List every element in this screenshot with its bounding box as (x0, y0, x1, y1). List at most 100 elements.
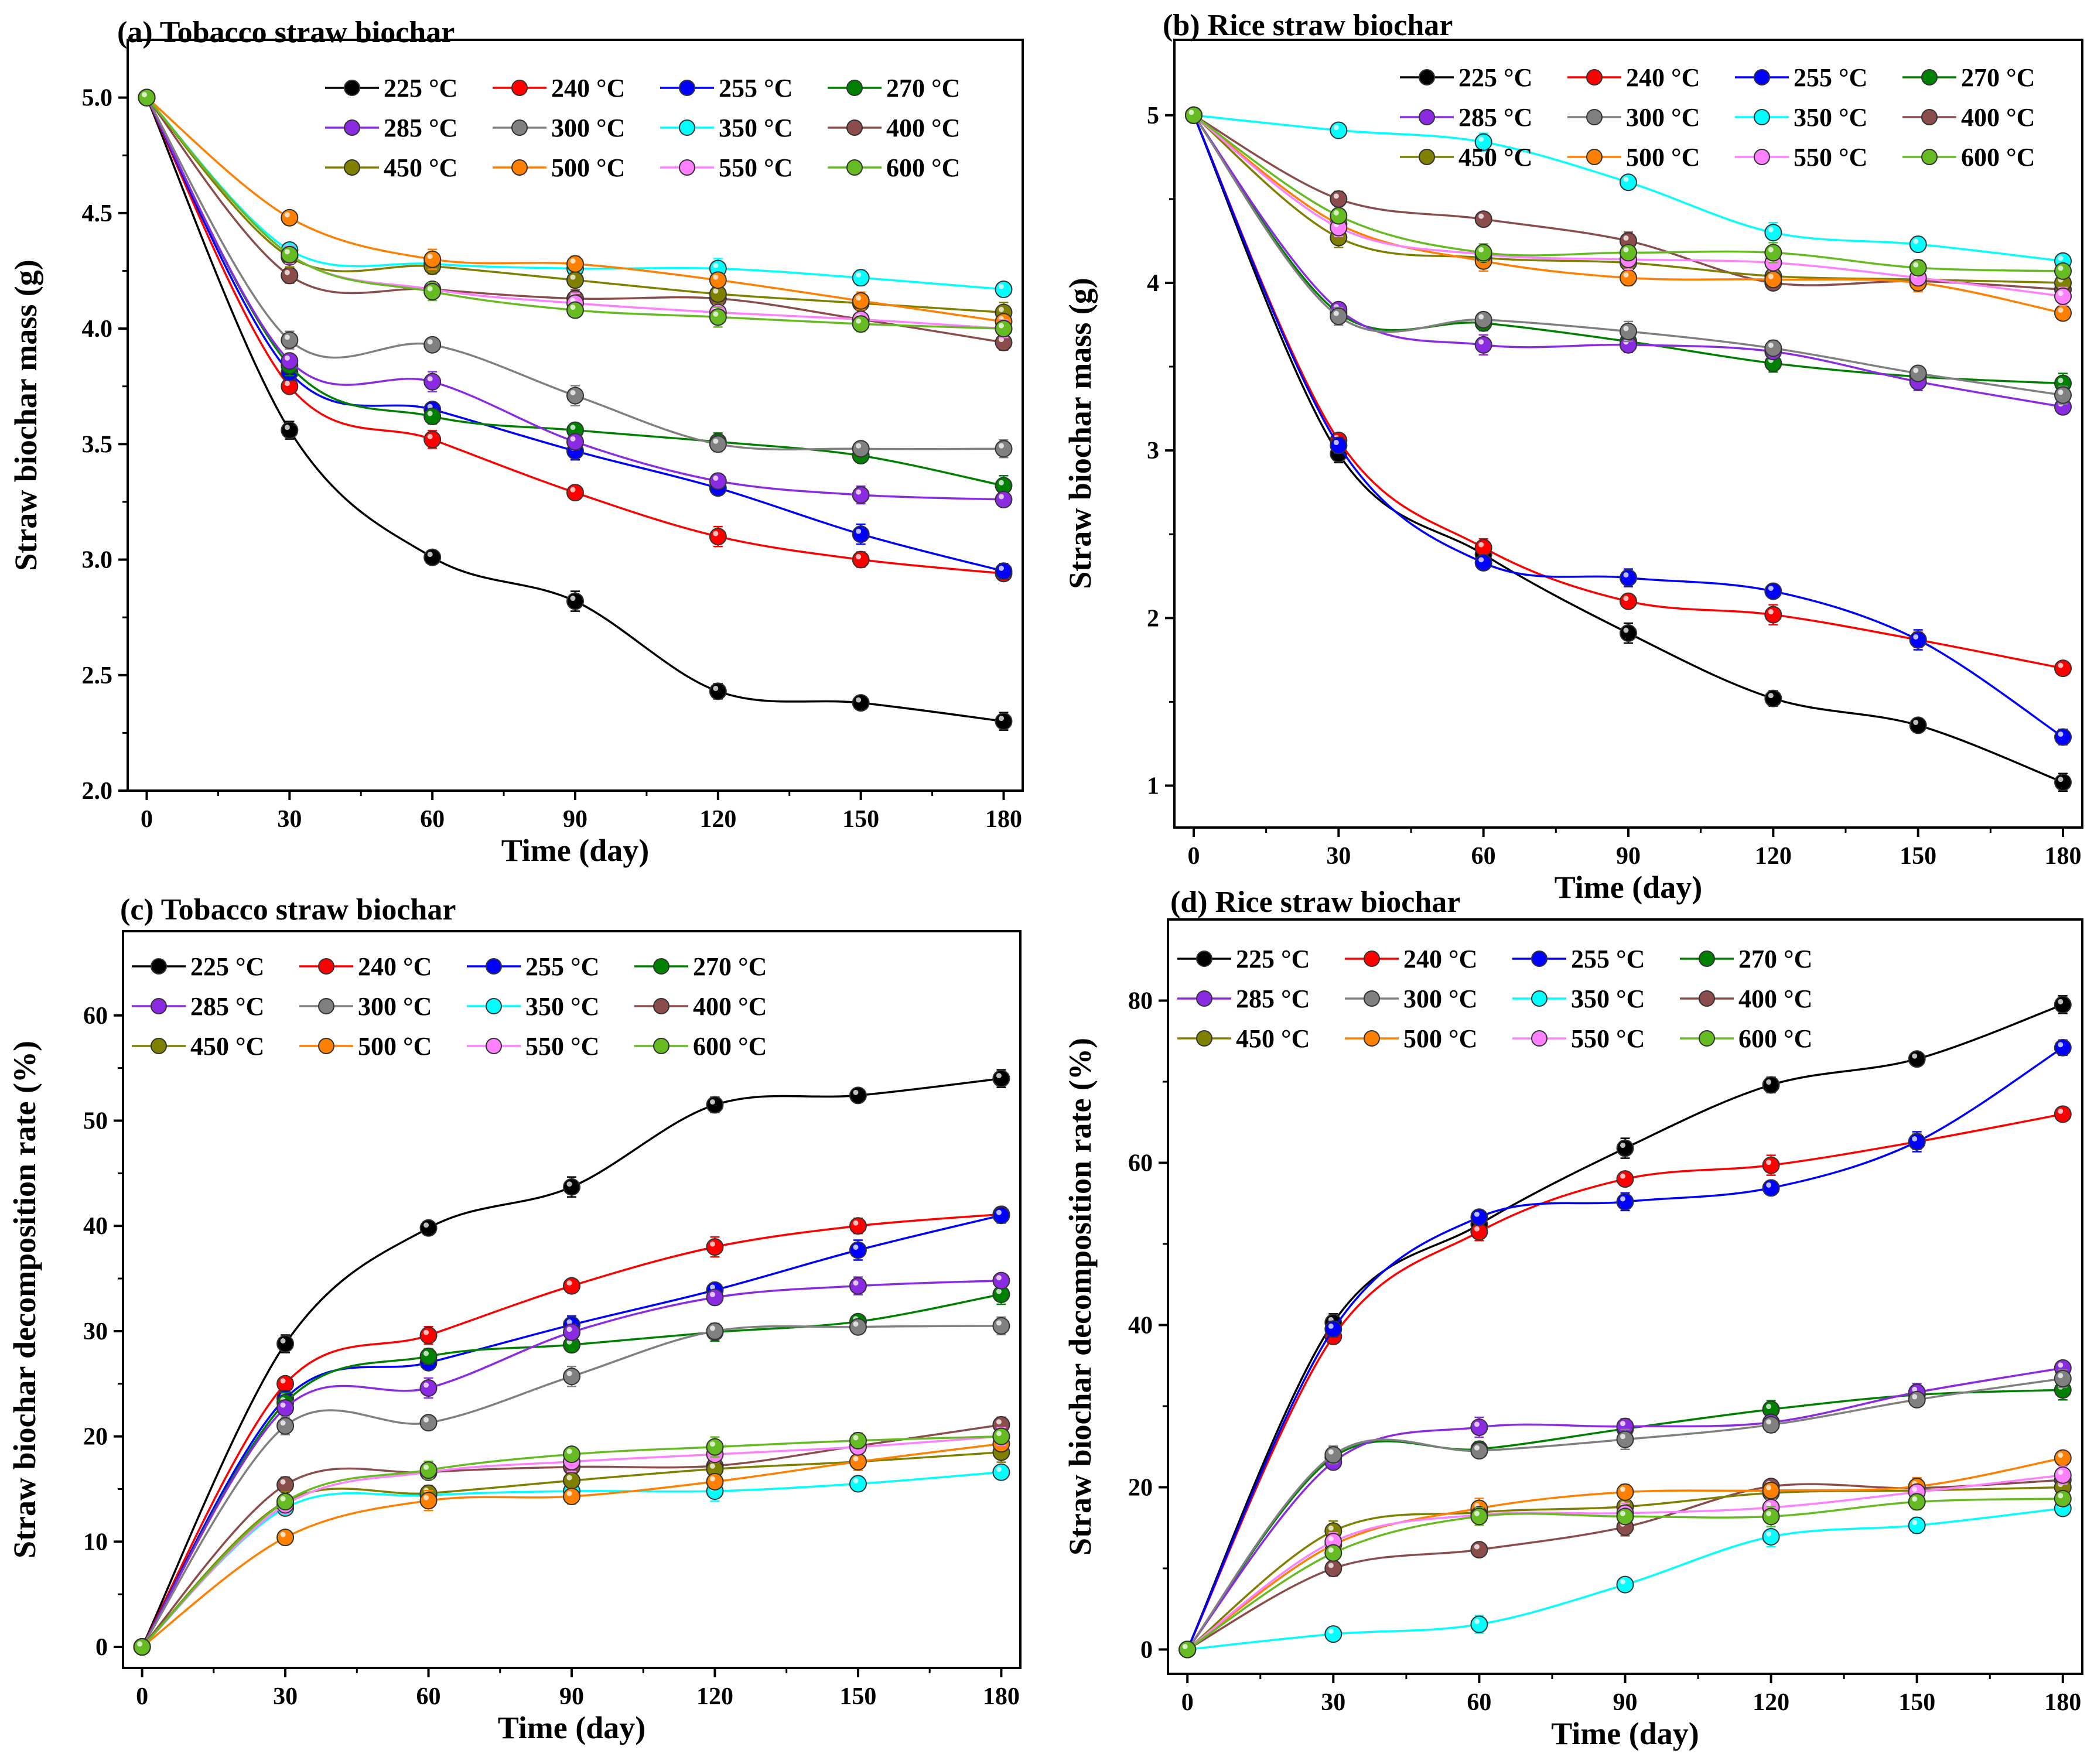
legend-marker (1699, 951, 1715, 967)
data-point (563, 1472, 580, 1490)
data-point (706, 1288, 724, 1307)
x-tick-label: 30 (1326, 843, 1351, 870)
data-point (1330, 190, 1348, 208)
legend-item: 600 °C (828, 153, 960, 182)
legend-marker (679, 159, 695, 176)
data-point (423, 336, 442, 354)
legend-marker (1586, 69, 1603, 86)
data-point (563, 1323, 580, 1341)
legend-label: 285 °C (190, 992, 264, 1021)
point-highlight (1623, 176, 1629, 182)
legend-marker (1754, 69, 1770, 86)
legend-label: 300 °C (1403, 984, 1477, 1013)
point-highlight (2058, 265, 2064, 271)
x-tick-label: 0 (136, 1683, 148, 1710)
data-point (1764, 606, 1782, 624)
point-highlight (2058, 307, 2064, 313)
y-tick-label: 4.5 (82, 200, 113, 227)
x-tick-label: 0 (141, 806, 153, 833)
legend-item: 450 °C (1400, 143, 1532, 172)
legend-label: 285 °C (1236, 984, 1310, 1013)
point-highlight (1328, 1525, 1334, 1531)
data-point (1762, 1482, 1780, 1500)
legend-label: 225 °C (1458, 63, 1532, 92)
data-point (281, 331, 299, 349)
point-highlight (998, 565, 1004, 571)
x-tick-label: 180 (983, 1683, 1020, 1710)
data-point (1324, 1320, 1343, 1338)
data-point (709, 472, 727, 490)
data-point (563, 1178, 580, 1196)
point-highlight (856, 489, 862, 495)
legend-item: 550 °C (467, 1032, 599, 1061)
point-highlight (1333, 440, 1339, 446)
data-point (563, 1445, 580, 1464)
point-highlight (1478, 247, 1484, 252)
legend-item: 400 °C (634, 992, 767, 1021)
legend-marker (1419, 109, 1435, 125)
data-point (1764, 271, 1782, 289)
legend-item: 600 °C (634, 1032, 767, 1061)
legend-marker (1699, 990, 1715, 1007)
data-point (1474, 244, 1492, 262)
y-tick-label: 4 (1147, 270, 1159, 297)
data-point (1908, 1133, 1926, 1151)
point-highlight (1620, 1579, 1625, 1585)
point-highlight (2058, 1493, 2064, 1499)
data-point (1616, 1192, 1634, 1211)
legend-label: 400 °C (1738, 984, 1812, 1013)
data-point (281, 208, 299, 227)
y-tick-label: 80 (1128, 987, 1153, 1014)
point-highlight (998, 480, 1004, 486)
y-tick-label: 40 (83, 1213, 108, 1240)
point-highlight (423, 1222, 429, 1228)
series-600C (1184, 106, 2072, 280)
legend-item: 550 °C (1512, 1024, 1645, 1053)
point-highlight (284, 334, 290, 340)
point-highlight (2058, 999, 2064, 1004)
y-tick-label: 20 (1128, 1474, 1153, 1501)
data-point (566, 484, 584, 502)
legend-marker (486, 958, 502, 975)
point-highlight (427, 552, 433, 558)
legend-item: 500 °C (1345, 1024, 1477, 1053)
legend-label: 270 °C (1738, 945, 1812, 973)
point-highlight (1623, 235, 1629, 241)
legend-item: 285 °C (325, 114, 457, 142)
data-point (1620, 592, 1637, 610)
data-point (706, 1472, 724, 1490)
legend-label: 240 °C (1626, 63, 1700, 92)
data-point (133, 1638, 151, 1656)
x-tick-label: 150 (842, 806, 879, 833)
point-highlight (1766, 1079, 1772, 1085)
point-highlight (427, 254, 433, 259)
legend-label: 350 °C (1571, 984, 1645, 1013)
point-highlight (1768, 343, 1774, 348)
legend-marker (679, 80, 695, 96)
point-highlight (566, 1475, 572, 1481)
data-point (706, 1438, 724, 1456)
legend-label: 600 °C (693, 1032, 767, 1061)
point-highlight (423, 1351, 429, 1356)
legend-label: 400 °C (886, 114, 960, 142)
legend-marker (344, 80, 360, 96)
data-point (1764, 224, 1782, 242)
legend-item: 400 °C (1680, 984, 1812, 1013)
point-highlight (713, 685, 719, 691)
point-highlight (996, 1209, 1002, 1215)
data-point (849, 1431, 867, 1450)
point-highlight (1474, 1211, 1480, 1217)
series-225C (133, 1069, 1010, 1656)
legend-label: 255 °C (1794, 63, 1867, 92)
data-point (419, 1492, 438, 1510)
legend-marker (846, 119, 863, 136)
panel-title: (a) Tobacco straw biochar (117, 16, 455, 49)
legend-item: 300 °C (1567, 103, 1700, 132)
data-point (419, 1379, 438, 1397)
point-highlight (853, 1321, 859, 1327)
data-point (566, 301, 584, 319)
data-point (2054, 386, 2072, 404)
point-highlight (709, 1463, 715, 1469)
legend-item: 450 °C (325, 153, 457, 182)
data-point (852, 551, 870, 569)
